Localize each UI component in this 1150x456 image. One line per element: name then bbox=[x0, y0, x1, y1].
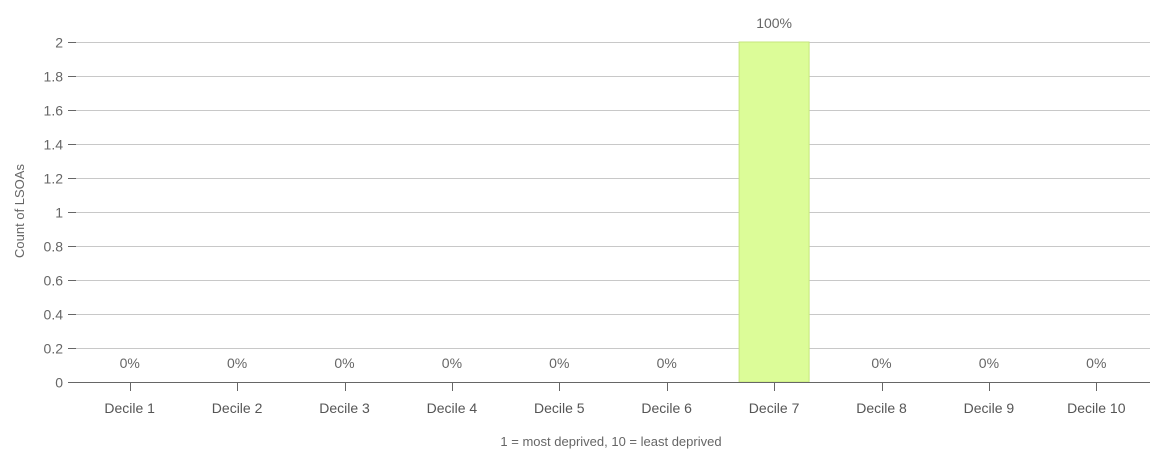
x-tick-label: Decile 3 bbox=[319, 400, 370, 416]
bar[interactable] bbox=[738, 41, 810, 383]
data-label: 0% bbox=[334, 355, 354, 371]
y-tick-label: 1.6 bbox=[44, 103, 64, 119]
x-axis-title: 1 = most deprived, 10 = least deprived bbox=[500, 434, 721, 449]
y-tick-label: 1 bbox=[55, 205, 63, 221]
y-tick-label: 2 bbox=[55, 35, 63, 51]
x-tick-label: Decile 2 bbox=[212, 400, 263, 416]
data-label: 0% bbox=[871, 355, 891, 371]
y-tick-label: 1.4 bbox=[44, 137, 64, 153]
x-tick-label: Decile 7 bbox=[749, 400, 800, 416]
y-tick-label: 0.8 bbox=[44, 239, 64, 255]
data-label: 100% bbox=[756, 15, 792, 31]
y-tick-label: 0.4 bbox=[44, 307, 64, 323]
labels: 0 0.2 0.4 0.6 0.8 1 1.2 1.4 1.6 1.8 2 Decile 1 0% Dec… bbox=[44, 15, 1126, 416]
data-label: 0% bbox=[1086, 355, 1106, 371]
gridlines bbox=[76, 42, 1150, 349]
y-tick-label: 0 bbox=[55, 375, 63, 391]
y-tick-label: 1.2 bbox=[44, 171, 64, 187]
y-tick-label: 0.6 bbox=[44, 273, 64, 289]
x-tick-label: Decile 9 bbox=[964, 400, 1015, 416]
y-tick-label: 1.8 bbox=[44, 69, 64, 85]
data-label: 0% bbox=[979, 355, 999, 371]
data-label: 0% bbox=[442, 355, 462, 371]
y-tick-label: 0.2 bbox=[44, 341, 64, 357]
x-tick-label: Decile 1 bbox=[104, 400, 155, 416]
data-label: 0% bbox=[657, 355, 677, 371]
x-tick-label: Decile 8 bbox=[856, 400, 907, 416]
data-label: 0% bbox=[120, 355, 140, 371]
bars bbox=[738, 41, 810, 383]
x-tick-label: Decile 4 bbox=[427, 400, 478, 416]
y-axis-title: Count of LSOAs bbox=[12, 164, 27, 258]
x-tick-label: Decile 6 bbox=[641, 400, 692, 416]
data-label: 0% bbox=[227, 355, 247, 371]
x-tick-label: Decile 10 bbox=[1067, 400, 1126, 416]
axes bbox=[68, 42, 1150, 391]
x-tick-label: Decile 5 bbox=[534, 400, 585, 416]
data-label: 0% bbox=[549, 355, 569, 371]
